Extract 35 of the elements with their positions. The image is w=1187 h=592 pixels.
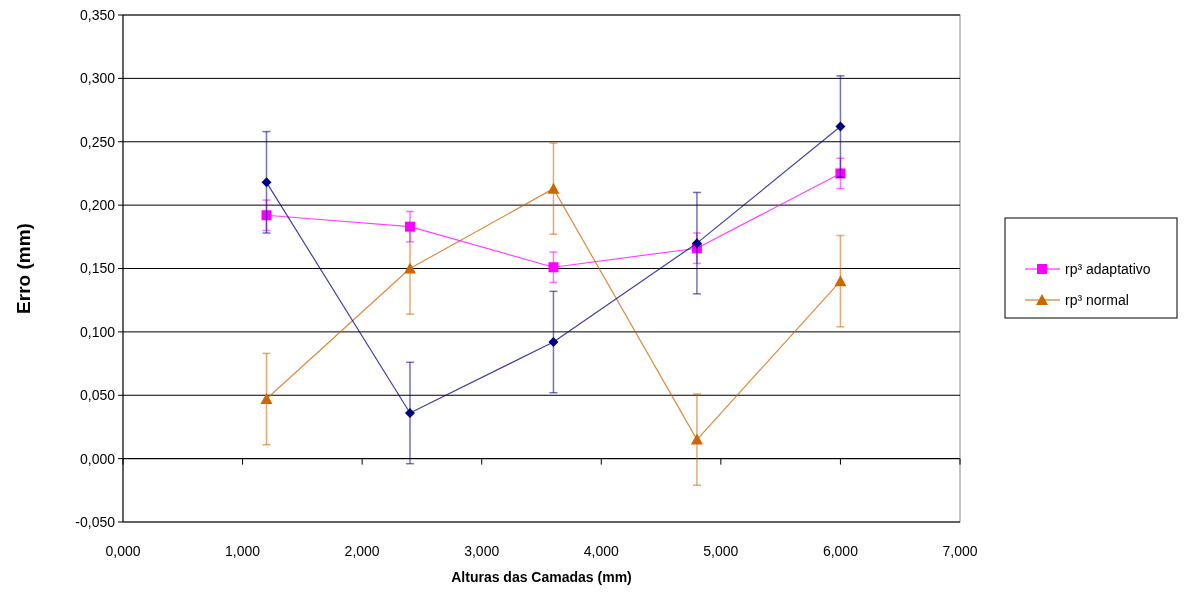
y-tick-label: -0,050 bbox=[75, 513, 116, 530]
point bbox=[404, 221, 415, 232]
point bbox=[547, 182, 560, 194]
x-axis-title: Alturas das Camadas (mm) bbox=[451, 569, 632, 585]
y-tick-label: 0,300 bbox=[79, 70, 116, 87]
y-tick-label: 0,000 bbox=[79, 450, 116, 467]
point bbox=[403, 262, 416, 274]
point bbox=[261, 210, 272, 221]
y-tick-label: 0,200 bbox=[79, 197, 116, 214]
y-tick-label: 0,100 bbox=[79, 323, 116, 340]
x-tick-label: 2,000 bbox=[344, 543, 380, 559]
point bbox=[834, 275, 847, 287]
y-tick-label: 0,050 bbox=[79, 387, 116, 404]
x-tick-label: 7,000 bbox=[942, 543, 978, 559]
y-tick-label: 0,350 bbox=[79, 6, 116, 23]
y-tick-label: 0,150 bbox=[79, 260, 116, 277]
x-tick-label: 6,000 bbox=[822, 543, 859, 559]
point bbox=[260, 393, 273, 405]
y-tick-label: 0,250 bbox=[79, 133, 116, 150]
x-tick-label: 1,000 bbox=[225, 543, 261, 559]
point bbox=[691, 238, 702, 249]
x-tick-label: 3,000 bbox=[464, 543, 500, 559]
point bbox=[261, 177, 272, 188]
point bbox=[690, 433, 703, 445]
point bbox=[548, 262, 559, 273]
point bbox=[835, 121, 846, 132]
x-tick-label: 5,000 bbox=[703, 543, 739, 559]
point bbox=[404, 408, 415, 418]
x-tick-label: 4,000 bbox=[583, 543, 620, 559]
y-axis-title: Erro (mm) bbox=[13, 223, 34, 314]
x-tick-label: 0,000 bbox=[105, 543, 141, 559]
legend-label: rp³ normal bbox=[1065, 291, 1129, 308]
legend-label: rp³ adaptativo bbox=[1065, 260, 1151, 277]
point bbox=[835, 168, 846, 179]
point bbox=[548, 337, 559, 348]
